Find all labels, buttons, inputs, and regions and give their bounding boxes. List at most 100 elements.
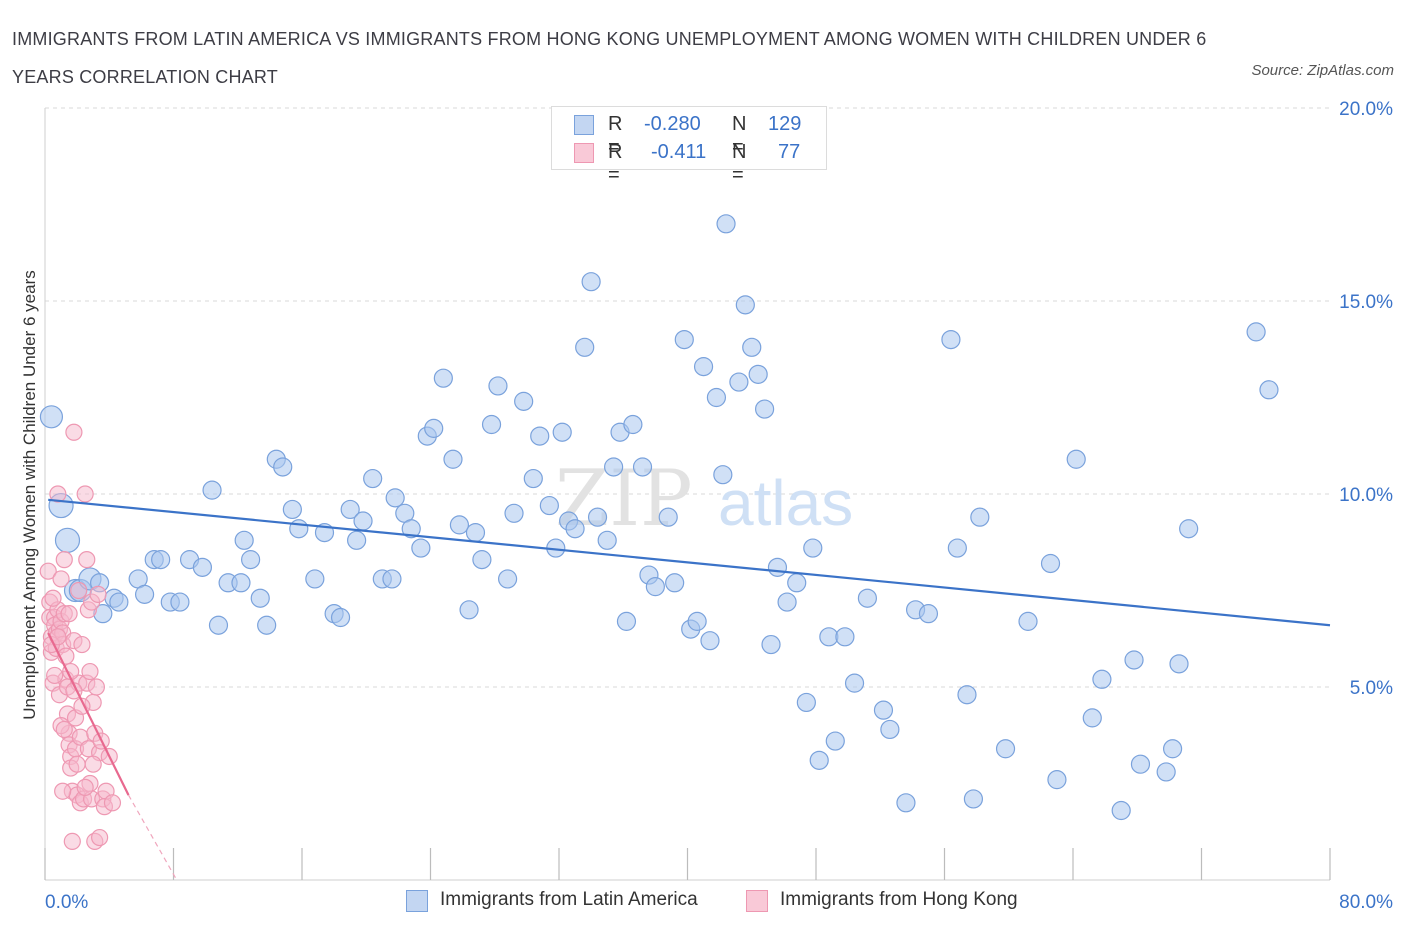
data-point-latin-america	[385, 488, 405, 508]
data-point-latin-america	[241, 550, 261, 570]
y-tick-label: 10.0%	[1339, 485, 1393, 506]
n-value: 77	[778, 141, 801, 163]
data-point-latin-america	[616, 611, 637, 631]
data-point-latin-america	[581, 272, 601, 292]
data-point-latin-america	[1169, 654, 1189, 674]
data-point-hong-kong	[76, 485, 94, 503]
data-point-latin-america	[941, 330, 961, 350]
data-point-latin-america	[192, 557, 213, 577]
data-point-latin-america	[742, 337, 762, 357]
data-point-latin-america	[1162, 739, 1183, 759]
data-point-hong-kong	[91, 828, 109, 847]
y-tick-label: 5.0%	[1350, 678, 1393, 699]
data-point-latin-america	[787, 573, 807, 593]
blue-swatch	[574, 115, 594, 135]
data-point-latin-america	[1092, 669, 1112, 689]
data-point-latin-america	[488, 376, 508, 396]
data-point-latin-america	[1179, 519, 1199, 539]
x-tick-label-end: 80.0%	[1339, 892, 1393, 913]
data-point-latin-america	[443, 449, 463, 469]
data-point-latin-america	[273, 457, 293, 477]
data-point-latin-america	[504, 503, 524, 523]
legend-label: Immigrants from Hong Kong	[780, 889, 1018, 910]
n-label: N =	[732, 113, 747, 158]
data-point-latin-america	[796, 692, 816, 713]
data-point-latin-america	[645, 577, 665, 597]
data-point-latin-america	[687, 611, 707, 631]
data-point-latin-america	[353, 511, 373, 531]
data-point-latin-america	[963, 789, 984, 809]
data-point-latin-america	[604, 457, 624, 477]
data-point-latin-america	[411, 538, 431, 558]
data-point-latin-america	[424, 418, 444, 438]
trend-line-hong-kong-extension	[128, 794, 178, 881]
series-hong-kong	[39, 423, 122, 851]
data-point-latin-america	[257, 615, 277, 635]
data-point-latin-america	[735, 295, 755, 315]
data-point-latin-america	[1040, 553, 1061, 574]
data-point-latin-america	[234, 530, 254, 550]
data-point-hong-kong	[84, 755, 102, 773]
data-point-latin-america	[39, 405, 64, 429]
data-point-latin-america	[530, 426, 550, 446]
legend-label: Immigrants from Latin America	[440, 889, 698, 910]
data-point-hong-kong	[52, 570, 70, 588]
data-point-hong-kong	[44, 589, 62, 607]
data-point-latin-america	[1259, 380, 1279, 400]
data-point-latin-america	[514, 391, 534, 411]
data-point-hong-kong	[55, 551, 73, 569]
data-point-hong-kong	[68, 755, 86, 773]
data-point-latin-america	[305, 569, 325, 589]
data-point-latin-america	[835, 627, 855, 647]
data-point-hong-kong	[78, 551, 96, 569]
data-point-latin-america	[330, 607, 351, 628]
y-tick-label: 20.0%	[1339, 99, 1393, 120]
data-point-latin-america	[825, 731, 845, 751]
data-point-hong-kong	[60, 605, 78, 623]
data-point-hong-kong	[76, 778, 94, 796]
data-point-latin-america	[282, 499, 302, 520]
x-tick-label-start: 0.0%	[45, 892, 88, 913]
data-point-latin-america	[857, 588, 878, 608]
data-point-latin-america	[623, 414, 643, 435]
data-point-latin-america	[250, 588, 270, 608]
data-point-latin-america	[202, 480, 222, 500]
data-point-latin-america	[449, 515, 470, 535]
data-point-hong-kong	[46, 666, 64, 685]
data-point-hong-kong	[81, 662, 99, 681]
data-point-latin-america	[713, 465, 733, 485]
data-point-hong-kong	[55, 720, 73, 739]
data-point-hong-kong	[70, 581, 88, 600]
data-point-latin-america	[729, 372, 749, 392]
data-point-latin-america	[761, 634, 781, 655]
data-point-latin-america	[809, 750, 829, 770]
data-point-latin-america	[896, 793, 916, 813]
data-point-latin-america	[170, 592, 190, 612]
trend-line-latin-america	[48, 498, 1331, 627]
data-point-latin-america	[523, 468, 543, 489]
data-point-latin-america	[208, 615, 229, 635]
data-point-latin-america	[754, 399, 775, 419]
data-point-hong-kong	[49, 485, 67, 503]
data-point-latin-america	[552, 422, 572, 442]
data-point-latin-america	[844, 673, 865, 693]
data-point-latin-america	[1082, 708, 1102, 728]
data-point-hong-kong	[54, 782, 72, 800]
data-point-latin-america	[995, 739, 1016, 759]
gridlines	[45, 107, 1330, 688]
data-point-latin-america	[481, 414, 502, 435]
data-point-latin-america	[947, 538, 967, 558]
data-point-hong-kong	[65, 423, 83, 441]
data-point-latin-america	[459, 600, 479, 620]
data-point-latin-america	[957, 685, 977, 705]
data-point-latin-america	[880, 719, 900, 740]
data-point-latin-america	[465, 522, 486, 543]
data-point-latin-america	[716, 214, 736, 234]
data-point-latin-america	[803, 538, 823, 558]
data-point-latin-america	[693, 357, 714, 377]
correlation-legend: R = -0.280 N = 129 R = -0.411 N = 77	[551, 106, 827, 186]
data-point-hong-kong	[103, 794, 122, 812]
data-point-hong-kong	[63, 832, 81, 851]
data-point-latin-america	[1018, 611, 1038, 631]
